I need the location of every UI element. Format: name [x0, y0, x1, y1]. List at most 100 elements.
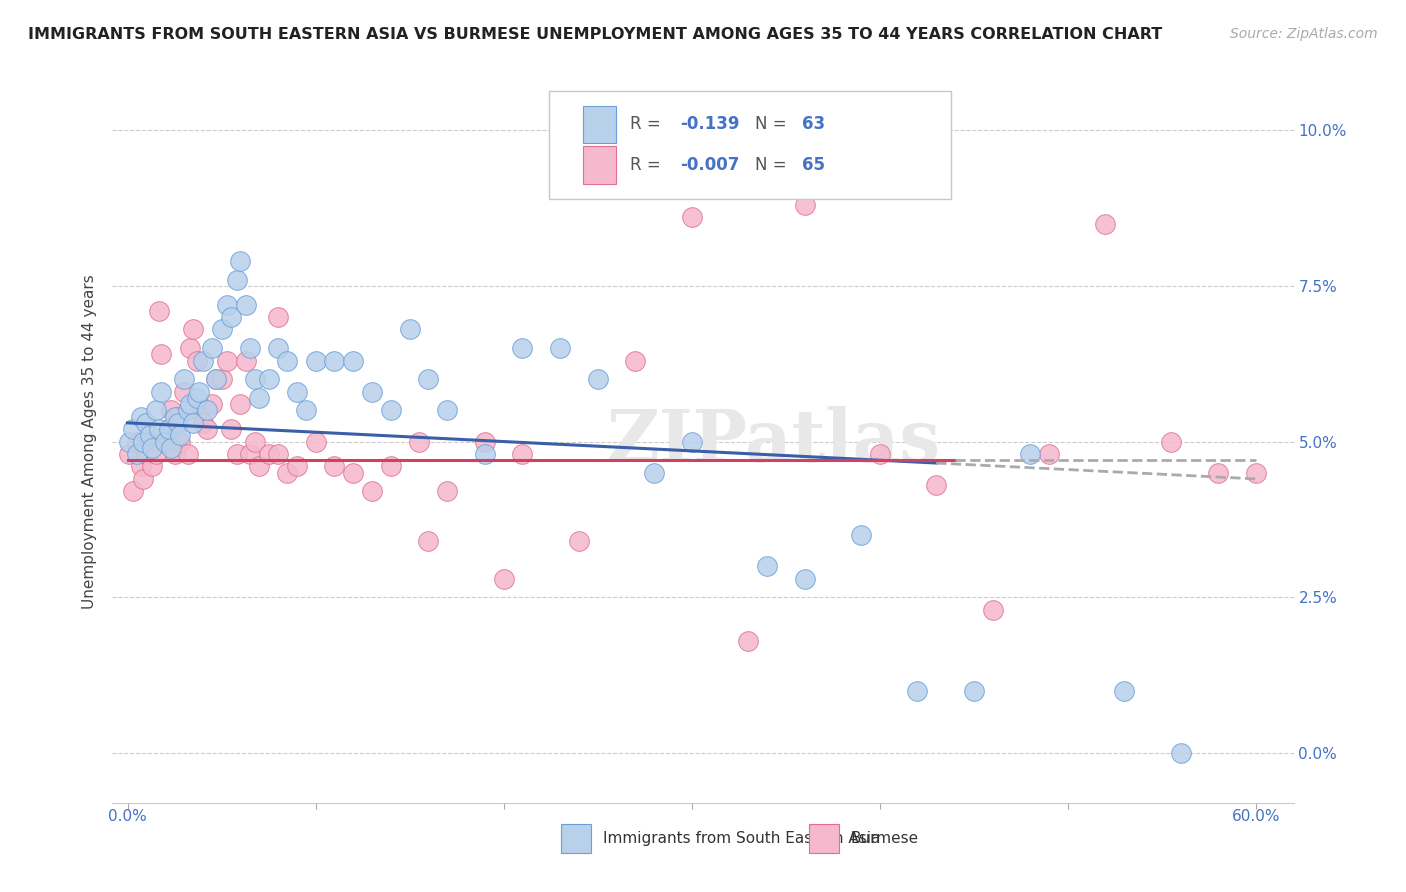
Point	[235, 353, 257, 368]
FancyBboxPatch shape	[810, 824, 839, 854]
Point	[135, 447, 157, 461]
Point	[512, 341, 534, 355]
Point	[159, 441, 181, 455]
Point	[148, 303, 170, 318]
Point	[323, 353, 346, 368]
Point	[398, 322, 420, 336]
Point	[436, 403, 458, 417]
Point	[191, 416, 214, 430]
Point	[131, 472, 153, 486]
Point	[195, 403, 218, 417]
Text: Immigrants from South Eastern Asia: Immigrants from South Eastern Asia	[603, 831, 880, 847]
Point	[145, 403, 167, 417]
Point	[201, 397, 224, 411]
Point	[267, 341, 290, 355]
Point	[1019, 447, 1042, 461]
Point	[139, 434, 162, 449]
Point	[474, 434, 496, 449]
FancyBboxPatch shape	[582, 146, 616, 184]
Text: ZIPatlas: ZIPatlas	[607, 406, 941, 477]
Point	[981, 603, 1004, 617]
Point	[183, 322, 205, 336]
Point	[257, 372, 280, 386]
Point	[141, 459, 163, 474]
Point	[342, 466, 364, 480]
Point	[169, 434, 191, 449]
Point	[122, 484, 145, 499]
Point	[186, 391, 208, 405]
Point	[963, 683, 986, 698]
Point	[624, 353, 647, 368]
Point	[150, 347, 173, 361]
Point	[304, 434, 326, 449]
Point	[201, 341, 224, 355]
Point	[169, 428, 191, 442]
Text: R =: R =	[630, 115, 666, 133]
Point	[1038, 447, 1060, 461]
Text: 65: 65	[803, 156, 825, 174]
FancyBboxPatch shape	[550, 91, 950, 200]
Point	[159, 403, 181, 417]
Point	[681, 211, 703, 225]
Point	[869, 447, 891, 461]
Text: 60.0%: 60.0%	[1232, 809, 1279, 824]
Point	[179, 341, 201, 355]
Point	[173, 384, 195, 399]
Point	[167, 416, 190, 430]
Point	[1160, 434, 1182, 449]
Point	[177, 447, 200, 461]
Point	[139, 428, 162, 442]
Point	[118, 447, 141, 461]
Text: Source: ZipAtlas.com: Source: ZipAtlas.com	[1230, 27, 1378, 41]
Point	[905, 683, 928, 698]
Point	[225, 447, 247, 461]
Point	[257, 447, 280, 461]
Point	[548, 341, 571, 355]
Point	[793, 572, 815, 586]
Point	[188, 384, 211, 399]
Point	[276, 353, 298, 368]
Point	[145, 447, 167, 461]
FancyBboxPatch shape	[582, 105, 616, 143]
Text: 0.0%: 0.0%	[108, 809, 146, 824]
Point	[793, 198, 815, 212]
Text: N =: N =	[755, 115, 792, 133]
Point	[217, 353, 239, 368]
Point	[643, 466, 665, 480]
Point	[163, 447, 186, 461]
Text: Burmese: Burmese	[851, 831, 918, 847]
Point	[361, 384, 384, 399]
Point	[229, 397, 252, 411]
Point	[755, 559, 778, 574]
Point	[681, 434, 703, 449]
Point	[492, 572, 515, 586]
Point	[125, 447, 148, 461]
Point	[219, 422, 242, 436]
Point	[195, 422, 218, 436]
Point	[148, 422, 170, 436]
Point	[267, 447, 290, 461]
FancyBboxPatch shape	[561, 824, 591, 854]
Point	[1114, 683, 1136, 698]
Point	[342, 353, 364, 368]
Point	[173, 372, 195, 386]
Point	[217, 297, 239, 311]
Text: R =: R =	[630, 156, 666, 174]
Point	[153, 434, 176, 449]
Point	[295, 403, 318, 417]
Point	[418, 372, 440, 386]
Point	[247, 391, 270, 405]
Point	[361, 484, 384, 499]
Point	[219, 310, 242, 324]
Point	[474, 447, 496, 461]
Point	[737, 633, 759, 648]
Point	[1170, 746, 1192, 760]
Point	[129, 409, 152, 424]
Point	[235, 297, 257, 311]
Point	[380, 403, 402, 417]
Point	[205, 372, 228, 386]
Point	[153, 434, 176, 449]
Point	[276, 466, 298, 480]
Point	[131, 434, 153, 449]
Point	[186, 353, 208, 368]
